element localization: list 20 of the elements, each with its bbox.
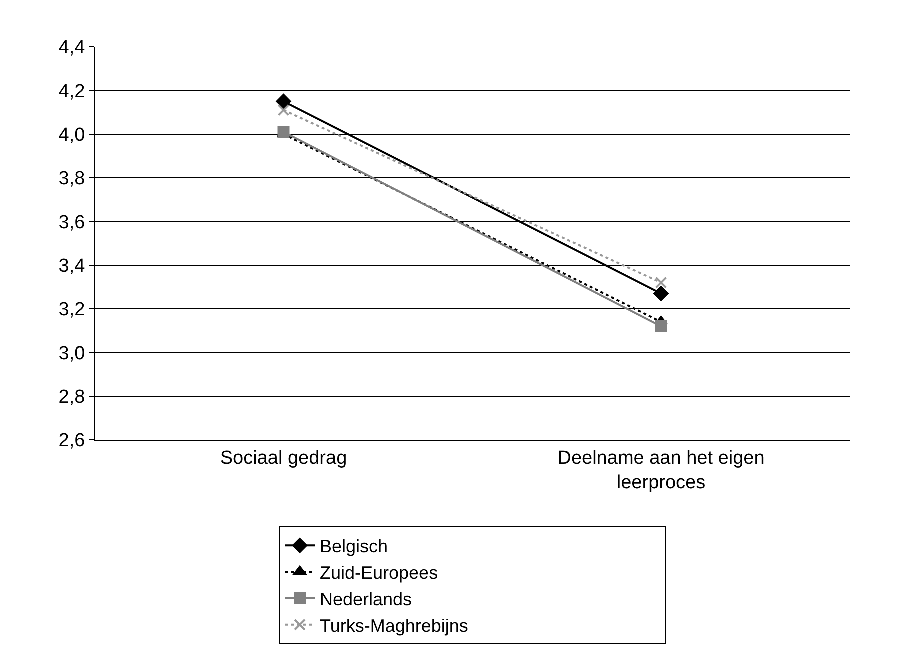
point — [654, 286, 669, 302]
y-tick-label: 4,2 — [58, 81, 86, 102]
y-tick-label: 3,6 — [58, 212, 86, 234]
legend-label: Turks-Maghrebijns — [320, 616, 468, 636]
y-tick-label: 4,0 — [58, 124, 86, 146]
y-tick-label: 3,2 — [58, 300, 86, 321]
legend-label: Nederlands — [320, 589, 412, 610]
y-tick-label: 2,8 — [58, 386, 86, 408]
x-tick-label: Deelname aan het eigen leerproces — [558, 448, 765, 494]
point — [655, 276, 668, 289]
y-tick-label: 3,8 — [58, 168, 86, 190]
x-tick-label: Sociaal gedrag — [220, 448, 348, 469]
legend-label: Belgisch — [320, 536, 388, 557]
legend-label: Zuid-Europees — [320, 563, 438, 584]
y-tick-label: 3,4 — [58, 256, 86, 277]
y-tick-label: 2,6 — [58, 430, 86, 452]
point — [276, 94, 292, 110]
y-tick-label: 4,4 — [58, 38, 86, 59]
point — [278, 104, 290, 116]
y-tick-label: 3,0 — [58, 343, 86, 364]
